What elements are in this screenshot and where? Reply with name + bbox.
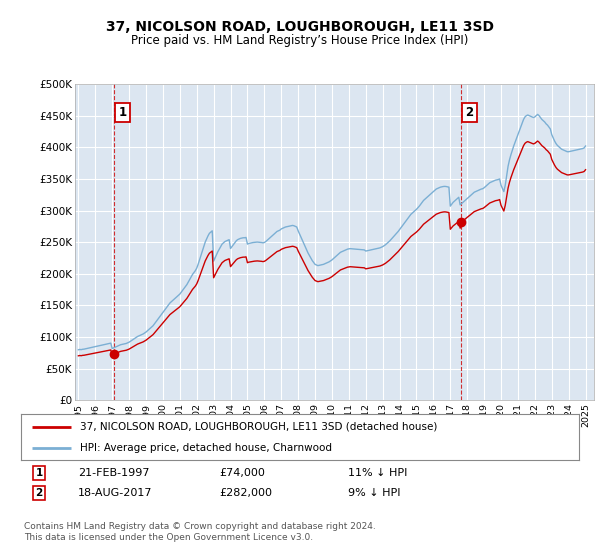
Text: 1: 1 <box>119 106 127 119</box>
Text: Price paid vs. HM Land Registry’s House Price Index (HPI): Price paid vs. HM Land Registry’s House … <box>131 34 469 46</box>
Text: 9% ↓ HPI: 9% ↓ HPI <box>348 488 401 498</box>
Text: 37, NICOLSON ROAD, LOUGHBOROUGH, LE11 3SD: 37, NICOLSON ROAD, LOUGHBOROUGH, LE11 3S… <box>106 20 494 34</box>
Text: 2: 2 <box>465 106 473 119</box>
Text: This data is licensed under the Open Government Licence v3.0.: This data is licensed under the Open Gov… <box>24 533 313 542</box>
Text: 11% ↓ HPI: 11% ↓ HPI <box>348 468 407 478</box>
Text: 1: 1 <box>35 468 43 478</box>
Text: £282,000: £282,000 <box>219 488 272 498</box>
Text: Contains HM Land Registry data © Crown copyright and database right 2024.: Contains HM Land Registry data © Crown c… <box>24 522 376 531</box>
Text: 37, NICOLSON ROAD, LOUGHBOROUGH, LE11 3SD (detached house): 37, NICOLSON ROAD, LOUGHBOROUGH, LE11 3S… <box>80 422 437 432</box>
Text: 21-FEB-1997: 21-FEB-1997 <box>78 468 149 478</box>
Text: HPI: Average price, detached house, Charnwood: HPI: Average price, detached house, Char… <box>80 443 332 453</box>
Text: £74,000: £74,000 <box>219 468 265 478</box>
Text: 18-AUG-2017: 18-AUG-2017 <box>78 488 152 498</box>
Text: 2: 2 <box>35 488 43 498</box>
